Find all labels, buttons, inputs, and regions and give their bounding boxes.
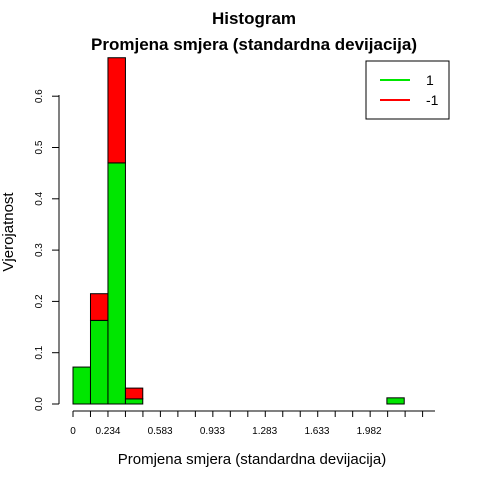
y-ticks-group: 0.0 0.1 0.2 0.3 0.4 0.5 0.6 [34,89,59,411]
x-tick-label: 0.583 [148,426,173,437]
histogram-bar-series-1-bin-4 [124,398,144,405]
histogram-bar-series-2-bin-3 [107,57,126,164]
chart-title: Histogram [212,9,296,28]
y-tick-label: 0.4 [34,191,45,205]
y-tick-label: 0.0 [34,397,45,411]
y-axis-label: Vjerojatnost [0,192,17,272]
legend: 1 -1 [365,60,450,120]
x-axis-label: Promjena smjera (standardna devijacija) [118,451,386,468]
y-tick-label: 0.6 [34,89,45,103]
chart-subtitle: Promjena smjera (standardna devijacija) [91,35,417,54]
histogram-bar-series-2-bin-4 [124,387,144,400]
x-tick-label: 0.933 [200,426,225,437]
x-ticks-group: 0 0.234 0.583 0.933 1.283 1.633 1.982 [70,411,424,437]
legend-label-series-1: 1 [426,72,434,88]
y-tick-label: 0.1 [34,345,45,359]
histogram-bar-series-1-bin-19 [386,397,405,405]
histogram-bar-series-2-bin-2 [89,293,109,321]
y-tick-label: 0.5 [34,140,45,154]
histogram-bar-series-1-bin-1 [72,366,91,405]
histogram-bar-series-1-bin-3 [107,162,126,405]
y-tick-label: 0.3 [34,243,45,257]
x-tick-label: 1.633 [304,426,329,437]
x-tick-label: 1.982 [357,426,382,437]
legend-box [365,60,450,120]
histogram-bar-series-1-bin-2 [89,319,109,405]
x-tick-label: 0.234 [95,426,120,437]
bars-group [72,57,405,405]
y-tick-label: 0.2 [34,294,45,308]
x-tick-label: 0 [70,426,76,437]
legend-label-series-2: -1 [426,92,439,108]
x-tick-label: 1.283 [252,426,277,437]
